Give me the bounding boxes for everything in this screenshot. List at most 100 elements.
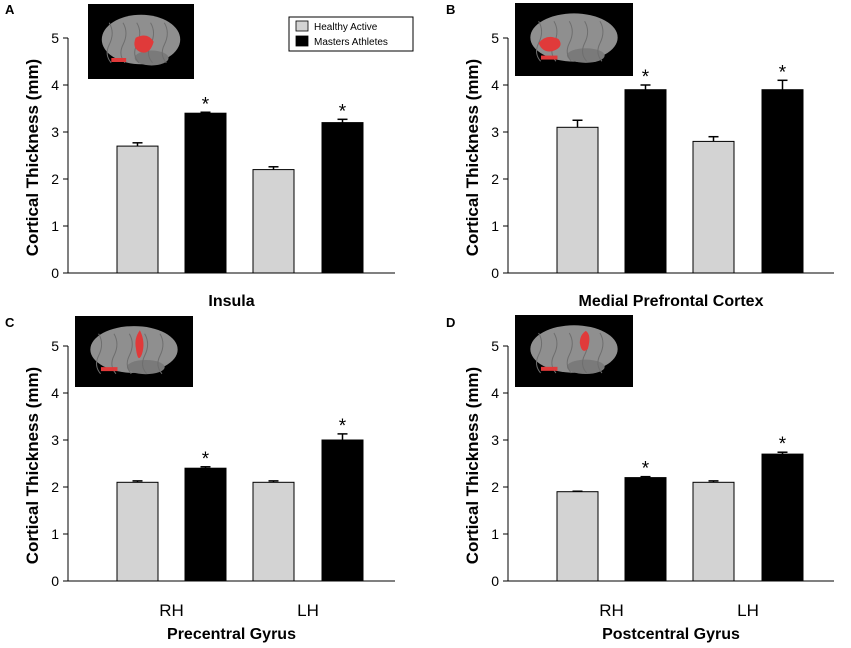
y-tick-label: 4 bbox=[491, 77, 499, 93]
brain-inset-image bbox=[515, 315, 633, 387]
chart-title: Medial Prefrontal Cortex bbox=[579, 293, 764, 310]
brain-lobe-shape bbox=[566, 359, 605, 375]
y-tick-label: 3 bbox=[51, 432, 59, 448]
bar-healthy-rh bbox=[556, 126, 599, 274]
y-tick-label: 1 bbox=[51, 218, 59, 234]
y-tick-label: 5 bbox=[491, 30, 499, 46]
brain-sulcus-shape bbox=[597, 20, 604, 62]
significance-marker: * bbox=[779, 62, 787, 83]
legend-label-masters: Masters Athletes bbox=[314, 37, 388, 48]
brain-lobe-shape bbox=[126, 360, 165, 375]
y-tick-label: 2 bbox=[51, 171, 59, 187]
brain-sulcus-shape bbox=[566, 332, 573, 374]
brain-sulcus-shape bbox=[161, 22, 168, 64]
brain-sulcus-shape bbox=[96, 333, 103, 375]
bar-healthy-rh bbox=[116, 481, 159, 582]
y-tick-label: 1 bbox=[51, 526, 59, 542]
significance-marker: * bbox=[202, 94, 210, 115]
brain-sulcus-shape bbox=[597, 332, 604, 374]
significance-marker: * bbox=[779, 434, 787, 455]
roi-tag-shape bbox=[100, 367, 118, 372]
significance-marker: * bbox=[339, 101, 347, 122]
y-tick-label: 1 bbox=[491, 218, 499, 234]
chart-title: Postcentral Gyrus bbox=[602, 626, 740, 643]
chart-panel-a: A 0 1 2 3 4 5 Cortical Thickness (mm) * * Insula bbox=[5, 2, 395, 310]
x-category-label: RH bbox=[599, 601, 624, 620]
x-category-label: LH bbox=[297, 601, 319, 620]
bar-healthy-lh bbox=[692, 481, 735, 582]
bar-healthy-lh bbox=[252, 481, 295, 582]
y-tick-label: 1 bbox=[491, 526, 499, 542]
y-axis-label: Cortical Thickness (mm) bbox=[23, 367, 42, 564]
y-tick-label: 0 bbox=[491, 265, 499, 281]
brain-inset-image bbox=[515, 3, 633, 76]
y-tick-label: 0 bbox=[51, 265, 59, 281]
bar-masters-rh bbox=[624, 477, 667, 582]
y-tick-label: 4 bbox=[491, 385, 499, 401]
legend-box bbox=[288, 16, 414, 52]
x-category-label: LH bbox=[737, 601, 759, 620]
roi-highlight-shape bbox=[135, 330, 144, 359]
brain-sulcus-shape bbox=[142, 333, 149, 375]
brain-inset-image bbox=[88, 4, 194, 79]
legend-swatch-masters bbox=[295, 35, 309, 47]
chart-title: Precentral Gyrus bbox=[167, 626, 296, 643]
y-tick-label: 2 bbox=[491, 171, 499, 187]
bar-masters-rh bbox=[184, 112, 227, 274]
brain-sulcus-shape bbox=[157, 333, 164, 375]
y-tick-label: 2 bbox=[51, 479, 59, 495]
y-tick-label: 3 bbox=[491, 124, 499, 140]
y-axis-label: Cortical Thickness (mm) bbox=[23, 59, 42, 256]
roi-tag-shape bbox=[540, 366, 558, 371]
panel-label: D bbox=[446, 315, 455, 330]
panel-label: A bbox=[5, 2, 15, 17]
bar-masters-rh bbox=[184, 467, 227, 582]
bar-masters-lh bbox=[761, 89, 804, 274]
roi-highlight-shape bbox=[579, 330, 590, 351]
y-axis-label: Cortical Thickness (mm) bbox=[463, 59, 482, 256]
bar-masters-lh bbox=[761, 453, 804, 582]
brain-sulcus-shape bbox=[536, 20, 543, 62]
bar-healthy-lh bbox=[692, 140, 735, 274]
y-tick-label: 0 bbox=[51, 573, 59, 589]
y-axis-label: Cortical Thickness (mm) bbox=[463, 367, 482, 564]
y-tick-label: 2 bbox=[491, 479, 499, 495]
panel-label: B bbox=[446, 2, 455, 17]
legend-label-healthy: Healthy Active bbox=[314, 22, 378, 33]
roi-highlight-shape bbox=[538, 36, 561, 52]
significance-marker: * bbox=[642, 67, 650, 88]
bar-masters-lh bbox=[321, 122, 364, 274]
brain-lobe-shape bbox=[134, 50, 169, 66]
roi-tag-shape bbox=[540, 55, 558, 60]
chart-panel-c: C 0 1 2 3 4 5 Cortical Thickness (mm) * RH * LHPrec… bbox=[5, 315, 395, 643]
chart-panel-d: D 0 1 2 3 4 5 Cortical Thickness (mm) * RH * LH Post… bbox=[446, 315, 834, 643]
brain-sulcus-shape bbox=[566, 20, 573, 62]
bar-healthy-lh bbox=[252, 169, 295, 274]
x-category-label: RH bbox=[159, 601, 184, 620]
y-tick-label: 5 bbox=[51, 338, 59, 354]
roi-tag-shape bbox=[111, 58, 127, 62]
significance-marker: * bbox=[202, 449, 210, 470]
brain-sulcus-shape bbox=[120, 22, 127, 64]
brain-sulcus-shape bbox=[582, 20, 589, 62]
brain-inset-image bbox=[75, 316, 193, 387]
y-tick-label: 4 bbox=[51, 385, 59, 401]
bar-healthy-rh bbox=[116, 145, 159, 274]
legend: Healthy Active Masters Athletes bbox=[288, 16, 414, 52]
brain-sulcus-shape bbox=[106, 22, 113, 64]
y-tick-label: 3 bbox=[51, 124, 59, 140]
brain-lobe-shape bbox=[566, 48, 605, 63]
y-tick-label: 4 bbox=[51, 77, 59, 93]
bar-masters-rh bbox=[624, 89, 667, 274]
significance-marker: * bbox=[339, 416, 347, 437]
panel-label: C bbox=[5, 315, 15, 330]
chart-panel-b: B 0 1 2 3 4 5 Cortical Thickness (mm) * * Medial P… bbox=[446, 2, 834, 310]
bar-masters-lh bbox=[321, 439, 364, 582]
significance-marker: * bbox=[642, 459, 650, 480]
y-tick-label: 5 bbox=[491, 338, 499, 354]
chart-title: Insula bbox=[208, 293, 254, 310]
y-tick-label: 0 bbox=[491, 573, 499, 589]
roi-highlight-shape bbox=[134, 35, 154, 53]
brain-sulcus-shape bbox=[126, 333, 133, 375]
